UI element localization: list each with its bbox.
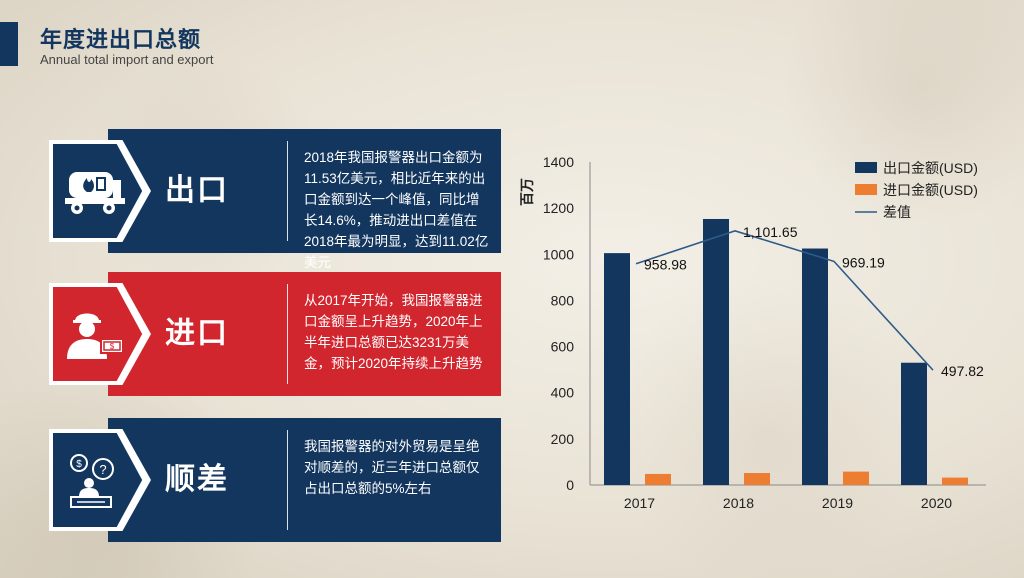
y-tick-label: 1200	[543, 200, 574, 216]
svg-text:$: $	[76, 459, 82, 470]
card-export: 出口 2018年我国报警器出口金额为11.53亿美元，相比近年来的出口金额到达一…	[49, 129, 501, 270]
y-tick-label: 1400	[543, 154, 574, 170]
card-import-band	[108, 272, 501, 396]
card-export-band	[108, 129, 501, 253]
y-axis-label: 百万	[519, 178, 535, 206]
card-import-label: 进口	[165, 317, 229, 350]
x-tick-label: 2020	[921, 495, 952, 511]
worker-money-icon: $	[67, 313, 124, 359]
bar-import	[942, 477, 968, 485]
card-import: $ 进口 从2017年开始，我国报警器进口金额呈上升趋势，2020年上半年进口总…	[49, 272, 501, 396]
card-export-text: 2018年我国报警器出口金额为11.53亿美元，相比近年来的出口金额到达一个峰值…	[304, 150, 489, 270]
bar-export	[703, 218, 729, 485]
card-surplus-text: 我国报警器的对外贸易是呈绝对顺差的，近三年进口总额仅占出口总额的5%左右	[304, 439, 480, 496]
difference-data-label: 958.98	[644, 257, 687, 273]
bar-export	[604, 253, 630, 485]
legend-label-import: 进口金额(USD)	[883, 182, 978, 198]
page-subtitle: Annual total import and export	[40, 52, 214, 67]
difference-data-label: 1,101.65	[743, 224, 798, 240]
y-tick-label: 600	[551, 339, 575, 355]
card-import-text: 从2017年开始，我国报警器进口金额呈上升趋势，2020年上半年进口总额已达32…	[304, 293, 483, 371]
legend-label-difference: 差值	[883, 204, 911, 220]
card-export-icon-frame	[49, 140, 151, 242]
y-tick-label: 0	[566, 477, 574, 493]
card-export-label: 出口	[165, 174, 229, 207]
card-import-icon-frame: $	[49, 283, 151, 385]
card-export-divider	[287, 141, 288, 241]
legend-swatch-export	[855, 162, 877, 173]
line-difference	[635, 229, 934, 371]
title-accent-block	[0, 22, 18, 66]
x-tick-label: 2019	[822, 495, 853, 511]
legend-label-export: 出口金额(USD)	[883, 160, 978, 176]
legend-swatch-import	[855, 184, 877, 195]
y-tick-label: 1000	[543, 246, 574, 262]
bar-export	[802, 248, 828, 485]
card-surplus-label: 顺差	[165, 463, 229, 496]
card-surplus-band	[108, 418, 501, 542]
tanker-truck-icon	[65, 172, 125, 214]
y-tick-label: 800	[551, 292, 575, 308]
bar-import	[744, 473, 770, 485]
y-tick-label: 400	[551, 385, 575, 401]
bar-import	[843, 471, 869, 485]
card-surplus: $ ? 顺差 我国报警器的对外贸易是呈绝对顺差的，近三年进口总额仅占出口总额的5…	[49, 418, 501, 542]
x-tick-label: 2017	[624, 495, 655, 511]
card-surplus-divider	[287, 430, 288, 530]
svg-text:?: ?	[99, 462, 106, 477]
card-import-divider	[287, 284, 288, 384]
trade-combo-chart: 0 200 400 600 800 1000 1200 1400 百万 2017 2018 2019 2…	[519, 154, 986, 511]
y-tick-label: 200	[551, 431, 575, 447]
bar-import	[645, 473, 671, 485]
difference-data-label: 969.19	[842, 254, 885, 270]
x-tick-label: 2018	[723, 495, 754, 511]
bar-export	[901, 362, 927, 485]
trade-question-icon: $ ?	[70, 454, 114, 508]
svg-text:$: $	[110, 342, 115, 351]
difference-data-label: 497.82	[941, 363, 984, 379]
page-title: 年度进出口总额	[40, 27, 202, 52]
